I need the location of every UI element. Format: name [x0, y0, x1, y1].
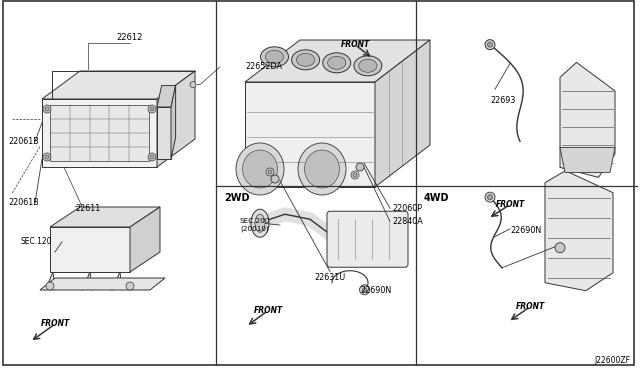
Ellipse shape — [292, 50, 319, 70]
FancyBboxPatch shape — [327, 211, 408, 267]
Text: 22693: 22693 — [490, 96, 515, 105]
Circle shape — [148, 105, 156, 113]
Text: 22690N: 22690N — [510, 226, 541, 235]
Polygon shape — [157, 86, 175, 107]
Ellipse shape — [236, 143, 284, 195]
Polygon shape — [50, 227, 130, 272]
Ellipse shape — [305, 150, 339, 188]
Circle shape — [353, 173, 357, 177]
Circle shape — [148, 153, 156, 161]
Text: SEC.120: SEC.120 — [20, 237, 51, 246]
Text: 22631U: 22631U — [314, 273, 346, 282]
Circle shape — [43, 105, 51, 113]
Polygon shape — [245, 82, 375, 187]
Circle shape — [150, 107, 154, 111]
Polygon shape — [171, 86, 175, 159]
Circle shape — [150, 155, 154, 159]
Ellipse shape — [266, 50, 284, 63]
Ellipse shape — [323, 53, 351, 73]
Ellipse shape — [243, 150, 278, 188]
Text: FRONT: FRONT — [495, 200, 525, 209]
Circle shape — [555, 243, 565, 253]
Text: 2WD: 2WD — [225, 193, 250, 203]
Circle shape — [43, 153, 51, 161]
Polygon shape — [157, 107, 171, 159]
Circle shape — [356, 163, 364, 171]
Circle shape — [45, 107, 49, 111]
Text: 22840A: 22840A — [392, 217, 423, 226]
Circle shape — [190, 81, 196, 87]
Text: 22061B: 22061B — [8, 198, 39, 207]
Text: FRONT: FRONT — [340, 40, 370, 49]
Polygon shape — [545, 171, 613, 291]
Circle shape — [485, 192, 495, 202]
Text: 22690N: 22690N — [360, 286, 391, 295]
Circle shape — [363, 288, 367, 292]
Ellipse shape — [298, 143, 346, 195]
Circle shape — [266, 168, 274, 176]
Ellipse shape — [255, 214, 265, 232]
Circle shape — [488, 42, 493, 47]
Text: 22612: 22612 — [117, 33, 143, 42]
Ellipse shape — [260, 47, 289, 67]
Ellipse shape — [328, 56, 346, 69]
Polygon shape — [50, 105, 149, 161]
Ellipse shape — [359, 59, 377, 72]
Text: SEC.200: SEC.200 — [240, 218, 270, 224]
Polygon shape — [560, 62, 615, 177]
Polygon shape — [157, 71, 195, 167]
Ellipse shape — [251, 209, 269, 237]
Polygon shape — [245, 40, 430, 82]
Text: FRONT: FRONT — [40, 320, 70, 328]
Text: FRONT: FRONT — [253, 306, 283, 315]
Polygon shape — [130, 207, 160, 272]
Circle shape — [45, 155, 49, 159]
Polygon shape — [42, 71, 195, 99]
Text: 22652DA: 22652DA — [245, 62, 282, 71]
Circle shape — [271, 175, 279, 183]
Circle shape — [488, 195, 493, 200]
Ellipse shape — [354, 56, 382, 76]
Polygon shape — [40, 278, 165, 290]
Text: J22600ZF: J22600ZF — [595, 356, 630, 365]
Polygon shape — [50, 207, 160, 227]
Circle shape — [126, 282, 134, 290]
Ellipse shape — [296, 53, 315, 66]
Text: 22060P: 22060P — [392, 204, 422, 213]
Circle shape — [485, 40, 495, 49]
Circle shape — [360, 285, 369, 295]
Text: FRONT: FRONT — [515, 302, 545, 311]
Text: (20010): (20010) — [240, 225, 269, 232]
Circle shape — [268, 170, 272, 174]
Text: 4WD: 4WD — [424, 193, 449, 203]
Circle shape — [46, 282, 54, 290]
Polygon shape — [560, 147, 615, 172]
Polygon shape — [375, 40, 430, 187]
Circle shape — [351, 171, 359, 179]
Text: 22611: 22611 — [75, 204, 100, 213]
Text: 22061B: 22061B — [8, 137, 39, 146]
Polygon shape — [42, 99, 157, 167]
